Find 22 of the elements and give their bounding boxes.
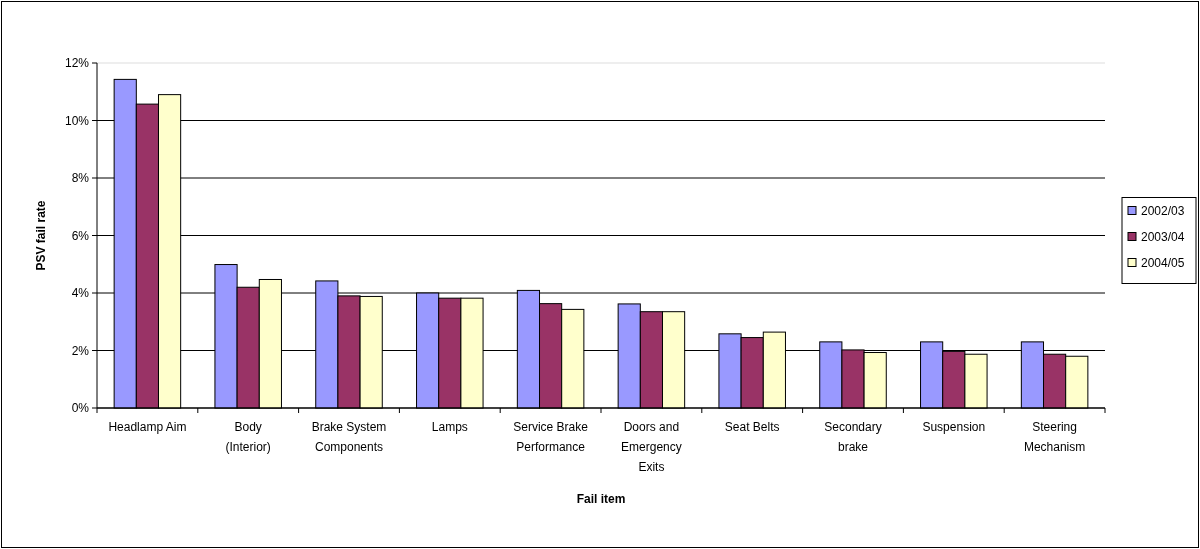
legend-label: 2002/03 xyxy=(1141,203,1185,218)
y-axis-title: PSV fail rate xyxy=(34,200,48,271)
x-tick-label: Body (Interior) xyxy=(225,420,271,454)
y-tick-label: 6% xyxy=(71,228,90,243)
y-tick-label: 4% xyxy=(71,286,90,301)
x-tick-label: Service Brake Performance xyxy=(513,420,589,454)
x-tick-label: Headlamp Aim xyxy=(108,420,187,434)
y-tick-label: 8% xyxy=(71,171,90,186)
y-tick-label: 0% xyxy=(71,401,90,416)
x-tick-label: Lamps xyxy=(431,420,468,434)
y-tick-label: 12% xyxy=(64,56,90,71)
legend-label: 2003/04 xyxy=(1141,229,1185,244)
y-tick-label: 10% xyxy=(64,113,90,128)
y-tick-label: 2% xyxy=(71,343,90,358)
x-tick-label: Steering Mechanism xyxy=(1023,420,1086,454)
x-axis-title: Fail item xyxy=(576,492,626,506)
x-tick-label: Suspension xyxy=(922,420,986,434)
x-tick-label: Secondary brake xyxy=(824,420,882,454)
legend-label: 2004/05 xyxy=(1141,255,1185,270)
x-tick-label: Brake System Components xyxy=(311,420,387,454)
x-tick-label: Seat Belts xyxy=(724,420,780,434)
x-tick-label: Doors and Emergency Exits xyxy=(621,420,682,474)
